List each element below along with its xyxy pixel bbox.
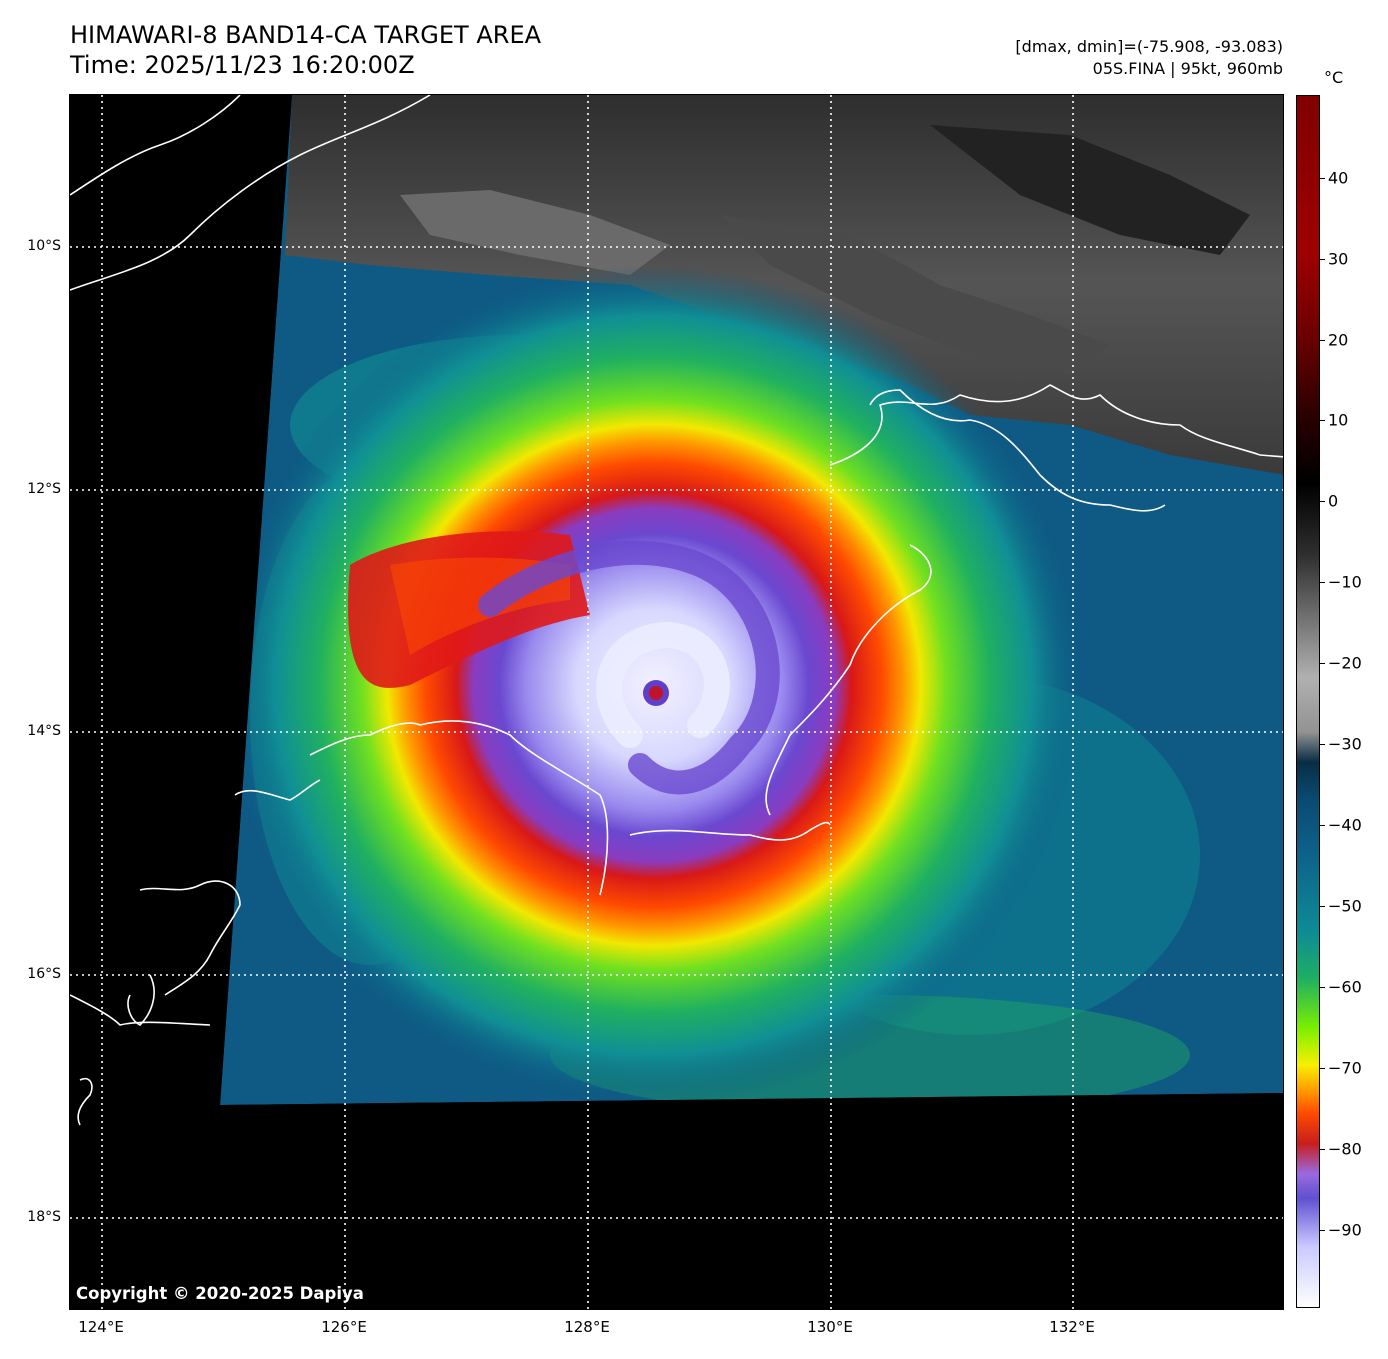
temperature-colorbar xyxy=(1296,95,1320,1308)
colorbar-tick xyxy=(1320,178,1325,179)
lon-label-124e: 124°E xyxy=(78,1318,124,1336)
lon-label-126e: 126°E xyxy=(321,1318,367,1336)
lat-label-18s: 18°S xyxy=(27,1209,61,1225)
colorbar-tick xyxy=(1320,663,1325,664)
colorbar-tick xyxy=(1320,259,1325,260)
colorbar-tick xyxy=(1320,1068,1325,1069)
colorbar-tick xyxy=(1320,1230,1325,1231)
colorbar-label-10: 10 xyxy=(1328,410,1349,430)
copyright-notice: Copyright © 2020-2025 Dapiya xyxy=(76,1284,364,1303)
colorbar-tick xyxy=(1320,1149,1325,1150)
colorbar-label-m20: −20 xyxy=(1328,653,1362,673)
colorbar-tick xyxy=(1320,987,1325,988)
lat-label-12s: 12°S xyxy=(27,481,61,497)
colorbar-tick xyxy=(1320,501,1325,502)
lon-label-128e: 128°E xyxy=(564,1318,610,1336)
colorbar-label-m70: −70 xyxy=(1328,1058,1362,1078)
colorbar-label-m10: −10 xyxy=(1328,572,1362,592)
colorbar-tick xyxy=(1320,906,1325,907)
colorbar-tick xyxy=(1320,420,1325,421)
dmax-dmin-info: [dmax, dmin]=(-75.908, -93.083) xyxy=(1015,37,1283,56)
satellite-map: Copyright © 2020-2025 Dapiya xyxy=(69,94,1284,1310)
title-line-1: HIMAWARI-8 BAND14-CA TARGET AREA xyxy=(70,21,542,49)
gridlines xyxy=(70,95,1283,1309)
lat-label-16s: 16°S xyxy=(27,966,61,982)
storm-info: 05S.FINA | 95kt, 960mb xyxy=(1092,59,1283,78)
colorbar-unit: °C xyxy=(1324,68,1344,87)
colorbar-label-40: 40 xyxy=(1328,168,1349,188)
no-data-region xyxy=(70,95,1283,1309)
colorbar-label-20: 20 xyxy=(1328,330,1349,350)
cyclone-eye xyxy=(643,680,669,706)
colorbar-label-m30: −30 xyxy=(1328,734,1362,754)
colorbar-label-0: 0 xyxy=(1328,491,1339,511)
colorbar-label-m60: −60 xyxy=(1328,977,1362,997)
lon-label-130e: 130°E xyxy=(807,1318,853,1336)
coastlines xyxy=(70,95,1283,1126)
colorbar-tick xyxy=(1320,582,1325,583)
colorbar-label-m90: −90 xyxy=(1328,1220,1362,1240)
lat-label-14s: 14°S xyxy=(27,723,61,739)
colorbar-label-m80: −80 xyxy=(1328,1139,1362,1159)
colorbar-tick xyxy=(1320,744,1325,745)
colorbar-tick xyxy=(1320,825,1325,826)
colorbar-label-30: 30 xyxy=(1328,249,1349,269)
colorbar-label-m40: −40 xyxy=(1328,815,1362,835)
title-line-2: Time: 2025/11/23 16:20:00Z xyxy=(70,51,415,79)
lat-label-10s: 10°S xyxy=(27,238,61,254)
colorbar-label-m50: −50 xyxy=(1328,896,1362,916)
lon-label-132e: 132°E xyxy=(1049,1318,1095,1336)
colorbar-tick xyxy=(1320,340,1325,341)
